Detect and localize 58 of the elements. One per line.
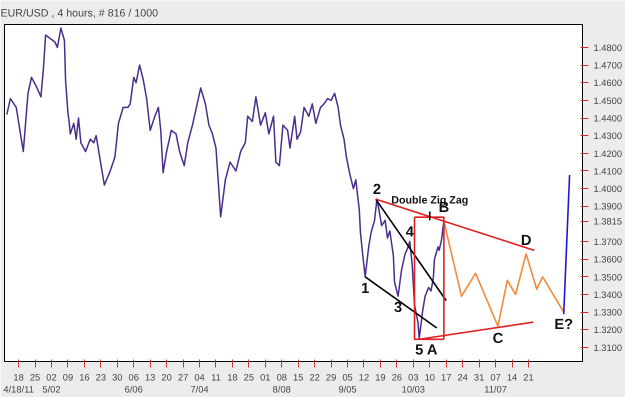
x-tick-label: 06 6/06 [124,372,143,394]
annotation: 5 [415,342,424,359]
x-tick-label: 17 [441,372,452,382]
x-tick-label: 23 [96,372,106,382]
x-tick-label: 29 [326,372,336,382]
x-tick-label: 10 [424,372,435,382]
x-tick-label: 09 [62,372,74,382]
x-tick-label: 26 [392,372,402,382]
x-tick-label: 08 8/08 [272,372,291,394]
chart-title: EUR/USD , 4 hours, # 816 / 1000 [0,8,158,20]
x-tick-label: 12 [358,372,370,382]
annotation: 2 [372,182,381,198]
x-tick-label: 14 [506,372,518,382]
y-tick-label: 1.4300 [594,131,622,142]
x-tick-label: 11 [211,372,221,382]
y-tick-label: 1.4600 [594,78,622,88]
y-tick-label: 1.3500 [594,272,622,282]
x-tick-label: 07 11/07 [484,372,507,394]
y-tick-label: 1.4200 [594,148,622,159]
y-tick-label: 1.3900 [594,202,622,212]
x-tick-label: 03 10/03 [402,372,425,394]
annotation: 1 [361,280,370,297]
x-tick-label: 04 7/04 [190,372,209,394]
y-tick-label: 1.3200 [594,325,622,336]
annotation: D [520,232,532,249]
x-tick-label: 18 [227,372,238,382]
x-tick-label: 16 [79,372,90,382]
y-tick-label: 1.3100 [594,342,622,353]
x-tick-label: 15 [293,372,304,382]
y-tick-label: 1.3700 [594,237,622,248]
y-tick-label: 1.3400 [594,290,622,300]
y-tick-label: 1.4700 [594,60,622,71]
x-tick-label: 27 [178,372,188,382]
annotation: 3 [394,300,402,316]
annotation: A [426,342,438,358]
y-tick-label: 1.3600 [594,254,622,265]
x-tick-label: 21 [523,372,534,382]
x-tick-label: 25 [244,372,254,382]
y-tick-label: 1.3815 [594,216,622,227]
x-tick-label: 22 [309,372,320,382]
x-tick-label: 02 5/02 [42,372,61,394]
y-tick-label: 1.4800 [594,42,622,53]
y-tick-label: 1.4400 [594,114,622,124]
y-tick-label: 1.4000 [594,184,622,194]
annotation: E? [554,317,574,334]
x-tick-label: 01 [260,372,271,382]
y-tick-label: 1.3300 [594,308,622,318]
x-tick-label: 25 [30,372,40,382]
x-tick-label: 24 [457,372,468,382]
y-tick-label: 1.4100 [594,166,622,176]
x-tick-label: 30 [112,372,122,382]
annotation: C [492,331,504,348]
x-tick-label: 13 [144,372,156,382]
x-tick-label: 20 [161,372,172,382]
x-tick-label: 05 9/05 [338,372,357,394]
x-tick-label: 19 [375,372,386,382]
x-tick-label: 31 [474,372,484,382]
y-tick-label: 1.4500 [594,96,622,106]
